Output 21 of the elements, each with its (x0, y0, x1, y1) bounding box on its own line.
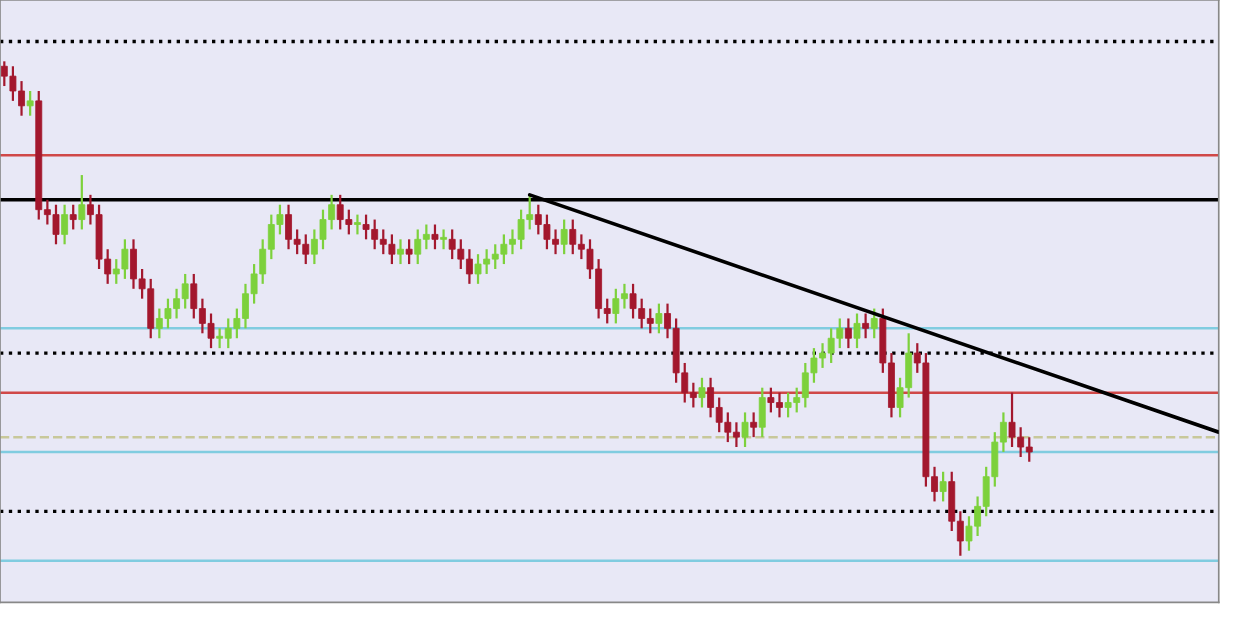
candlestick (939, 470, 947, 503)
candlestick (1008, 391, 1016, 449)
candlestick (362, 213, 370, 241)
candlestick (500, 233, 508, 266)
candlestick (1025, 436, 1033, 463)
candlestick (853, 312, 861, 350)
candlestick (26, 89, 34, 117)
candlestick (629, 282, 637, 320)
candlestick (767, 386, 775, 414)
candlestick (405, 238, 413, 266)
candlestick (164, 297, 172, 330)
candlestick (827, 327, 835, 365)
candlestick (655, 302, 663, 335)
candlestick (388, 233, 396, 266)
candlestick (698, 376, 706, 409)
candlestick (784, 391, 792, 419)
candlestick (431, 223, 439, 251)
candlestick (543, 213, 551, 251)
candlestick (474, 253, 482, 285)
candlestick (741, 411, 749, 449)
candlestick (560, 218, 568, 256)
